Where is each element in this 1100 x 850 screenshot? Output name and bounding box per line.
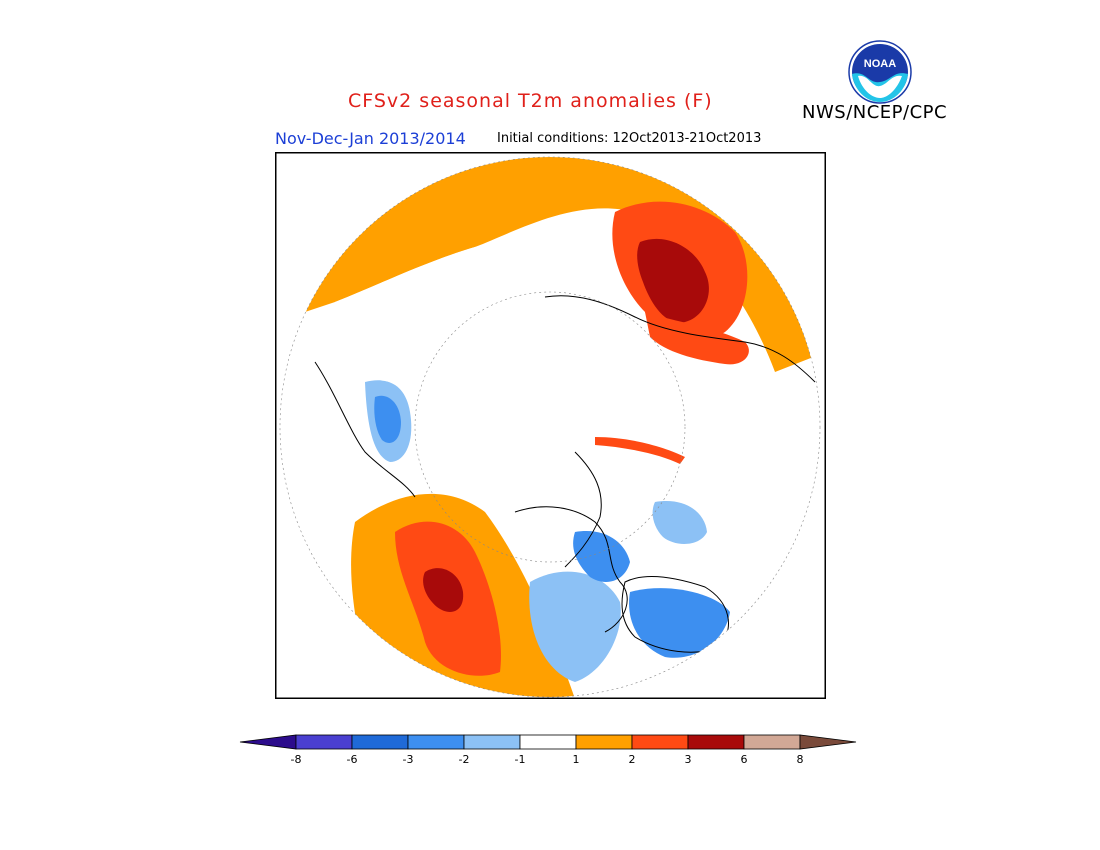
colorbar-segment (575, 734, 633, 750)
colorbar-segment (687, 734, 745, 750)
colorbar-segment (351, 734, 409, 750)
colorbar-segment (407, 734, 465, 750)
initial-conditions-label: Initial conditions: 12Oct2013-21Oct2013 (497, 131, 762, 146)
north-atlantic-warm-strip (595, 437, 685, 464)
colorbar-segment (295, 734, 353, 750)
colorbar-tick-label: 3 (685, 753, 692, 766)
colorbar-tick-label: 6 (741, 753, 748, 766)
greenland-cold (629, 588, 730, 658)
colorbar-tick-label: -1 (515, 753, 526, 766)
colorbar-tick-label: -2 (459, 753, 470, 766)
coastline-siberia (544, 295, 816, 383)
agency-label: NWS/NCEP/CPC (802, 102, 948, 123)
colorbar-segment (631, 734, 689, 750)
colorbar-tick-label: 1 (573, 753, 580, 766)
central-asia-cold-core (374, 395, 401, 443)
noaa-logo-text: NOAA (864, 58, 896, 70)
coastline-alaska (314, 361, 416, 498)
siberia-hot-core (637, 238, 709, 323)
colorbar-segment (743, 734, 801, 750)
colorbar-tick-label: 8 (797, 753, 804, 766)
noaa-logo: NOAA (848, 40, 912, 104)
map-frame-border (275, 152, 826, 699)
chart-title: CFSv2 seasonal T2m anomalies (F) (348, 90, 713, 112)
west-na-hot-core (423, 568, 464, 612)
colorbar-tick-label: -8 (291, 753, 302, 766)
season-label: Nov-Dec-Jan 2013/2014 (275, 129, 466, 148)
coastline-europe (564, 451, 602, 568)
white-band-north (335, 232, 598, 317)
eastern-canada-cold (529, 571, 621, 682)
color-scale-bar: -8 -6 -3 -2 -1 1 2 3 6 8 (239, 734, 857, 766)
colorbar-tick-label: -3 (403, 753, 414, 766)
colorbar-left-arrow (239, 734, 297, 750)
colorbar-tick-label: 2 (629, 753, 636, 766)
colorbar-segment (519, 734, 577, 750)
colorbar-tick-label: -6 (347, 753, 358, 766)
anomaly-map (275, 152, 826, 699)
east-siberia-warm (645, 312, 749, 365)
labrador-cold (573, 531, 630, 582)
colorbar-segment (463, 734, 521, 750)
europe-cold (652, 501, 707, 544)
colorbar-right-arrow (799, 734, 857, 750)
